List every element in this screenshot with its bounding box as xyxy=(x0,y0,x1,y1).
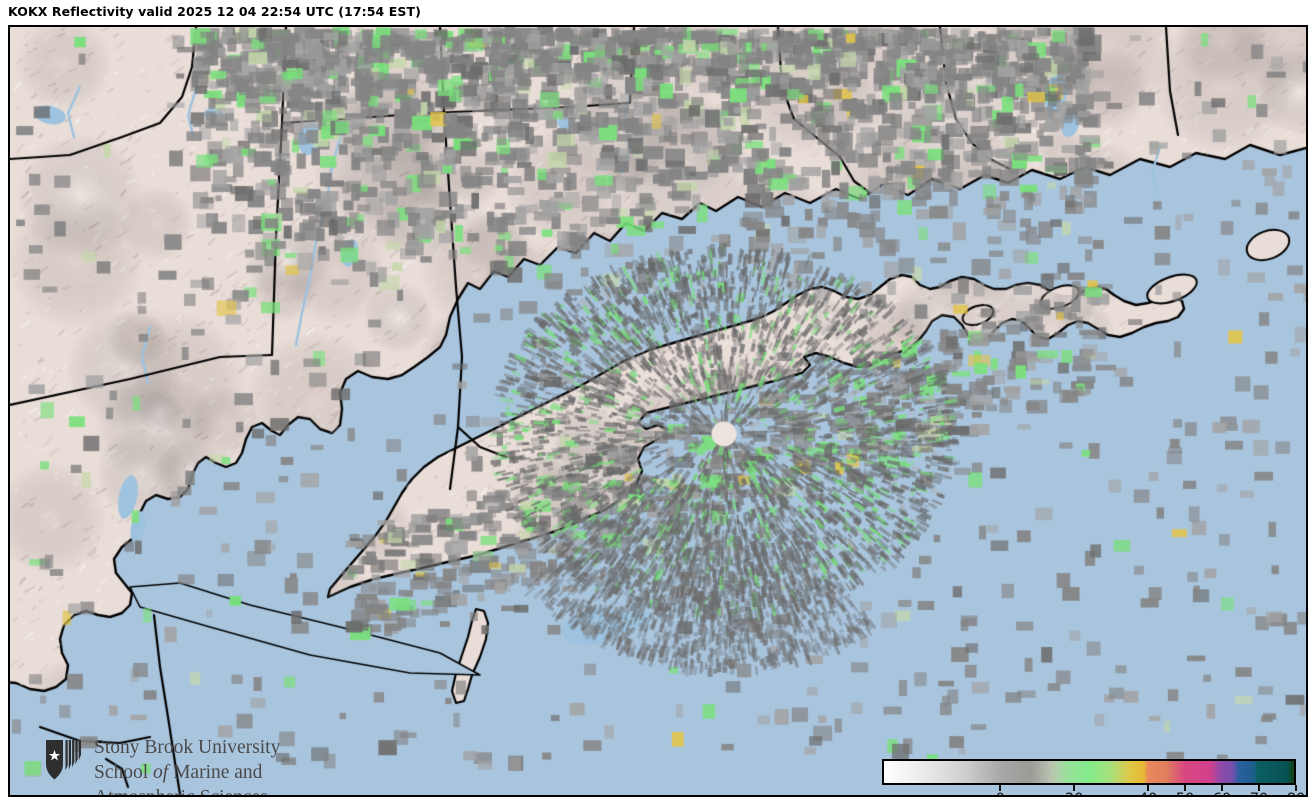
colorbar-tick-mark xyxy=(1073,785,1076,791)
radar-map-frame: Stony Brook University School of Marine … xyxy=(8,25,1308,797)
colorbar-tick-label: 60 xyxy=(1213,791,1231,795)
colorbar-box xyxy=(882,759,1296,785)
reflectivity-colorbar: 0 20 40 50 60 70 80 xyxy=(874,753,1306,795)
colorbar-tick-label: 40 xyxy=(1139,791,1157,795)
radar-map-canvas xyxy=(10,27,1306,795)
colorbar-ticks: 0 20 40 50 60 70 80 xyxy=(882,785,1305,795)
colorbar-tick-mark xyxy=(1184,785,1187,791)
colorbar-tick-mark xyxy=(999,785,1002,791)
colorbar-tick-label: 0 xyxy=(996,791,1005,795)
page-title: KOKX Reflectivity valid 2025 12 04 22:54… xyxy=(8,4,421,19)
colorbar-tick-label: 70 xyxy=(1250,791,1268,795)
colorbar-tick-label: 20 xyxy=(1065,791,1083,795)
colorbar-gradient xyxy=(884,761,1294,783)
colorbar-tick-label: 80 xyxy=(1287,791,1305,795)
colorbar-tick-mark xyxy=(1221,785,1224,791)
colorbar-tick-mark xyxy=(1258,785,1261,791)
colorbar-tick-mark xyxy=(1295,785,1297,791)
colorbar-tick-label: 50 xyxy=(1176,791,1194,795)
colorbar-tick-mark xyxy=(1147,785,1150,791)
